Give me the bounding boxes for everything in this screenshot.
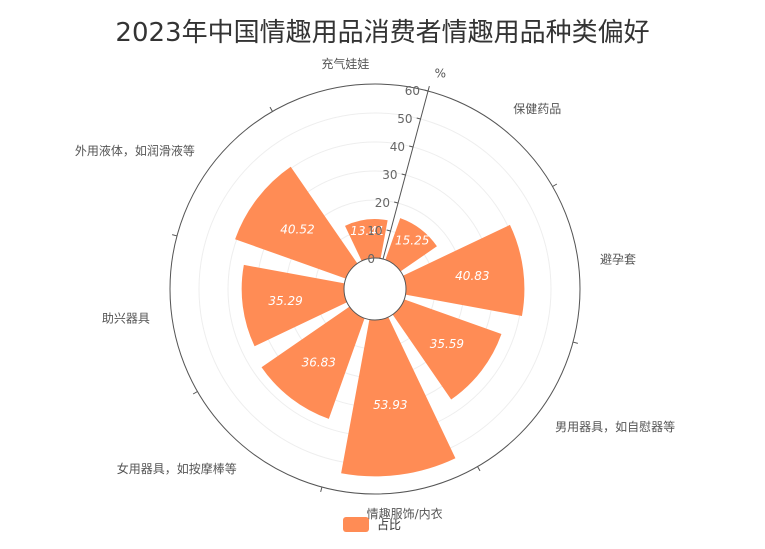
bar-6[interactable] <box>235 166 358 279</box>
bar-3[interactable] <box>341 316 456 477</box>
radial-tick-label-0: 0 <box>367 252 375 266</box>
bar-1[interactable] <box>402 224 525 317</box>
radial-tick-label-40: 40 <box>390 140 405 154</box>
inner-axis-ring <box>343 257 407 321</box>
radial-tick-label-60: 60 <box>405 84 420 98</box>
value-label-0: 15.25 <box>395 234 429 248</box>
category-label-1: 避孕套 <box>600 252 636 266</box>
category-label-2: 男用器具，如自慰器等 <box>555 419 675 434</box>
radial-tick-40 <box>409 145 414 148</box>
bars-layer <box>235 166 525 477</box>
labels-layer: 15.25 保健药品 40.83 避孕套 35.59 男用器具，如自慰器等 53.93 情趣服… <box>75 56 675 521</box>
radial-tick-label-20: 20 <box>375 196 390 210</box>
radial-unit-label: % <box>435 66 446 80</box>
category-label-7: 充气娃娃 <box>321 56 369 71</box>
category-label-5: 助兴器具 <box>102 312 150 326</box>
angle-tick-7 <box>269 106 273 112</box>
value-label-1: 40.83 <box>455 269 489 283</box>
radial-tick-20 <box>394 201 399 204</box>
radial-tick-label-30: 30 <box>382 168 397 182</box>
chart-title: 2023年中国情趣用品消费者情趣用品种类偏好 <box>115 18 650 48</box>
outer-axis-ring <box>169 83 581 495</box>
category-label-6: 外用液体，如润滑液等 <box>75 143 195 158</box>
legend-label: 占比 <box>377 518 402 532</box>
bar-4[interactable] <box>261 306 365 419</box>
axis-layer <box>169 83 581 495</box>
category-label-0: 保健药品 <box>513 102 561 116</box>
radial-tick-30 <box>401 173 406 176</box>
angle-tick-0 <box>427 86 430 92</box>
radial-tick-0 <box>379 257 384 260</box>
radial-tick-10 <box>386 229 391 232</box>
value-label-6: 40.52 <box>280 222 314 236</box>
value-label-5: 35.29 <box>268 294 302 308</box>
bar-7[interactable] <box>345 219 388 262</box>
legend[interactable]: 占比 <box>343 516 401 533</box>
angle-tick-5 <box>192 391 198 395</box>
radial-tick-60 <box>424 89 429 92</box>
value-label-7: 13.41 <box>350 224 384 238</box>
angle-tick-4 <box>320 486 323 492</box>
bar-5[interactable] <box>241 264 348 347</box>
bar-2[interactable] <box>392 299 502 400</box>
legend-swatch <box>343 517 369 532</box>
category-label-3: 情趣服饰/内衣 <box>367 506 443 521</box>
category-label-4: 女用器具，如按摩棒等 <box>117 461 237 476</box>
angle-tick-2 <box>572 341 578 344</box>
angle-tick-1 <box>552 183 558 187</box>
value-label-3: 53.93 <box>373 398 407 412</box>
bar-0[interactable] <box>385 218 437 272</box>
angle-tick-3 <box>477 466 481 472</box>
radial-tick-label-50: 50 <box>397 112 412 126</box>
radial-tick-50 <box>416 117 421 120</box>
angle-tick-6 <box>172 234 178 237</box>
value-label-4: 36.83 <box>302 355 336 369</box>
radial-tick-label-10: 10 <box>367 224 382 238</box>
value-label-2: 35.59 <box>430 337 464 351</box>
